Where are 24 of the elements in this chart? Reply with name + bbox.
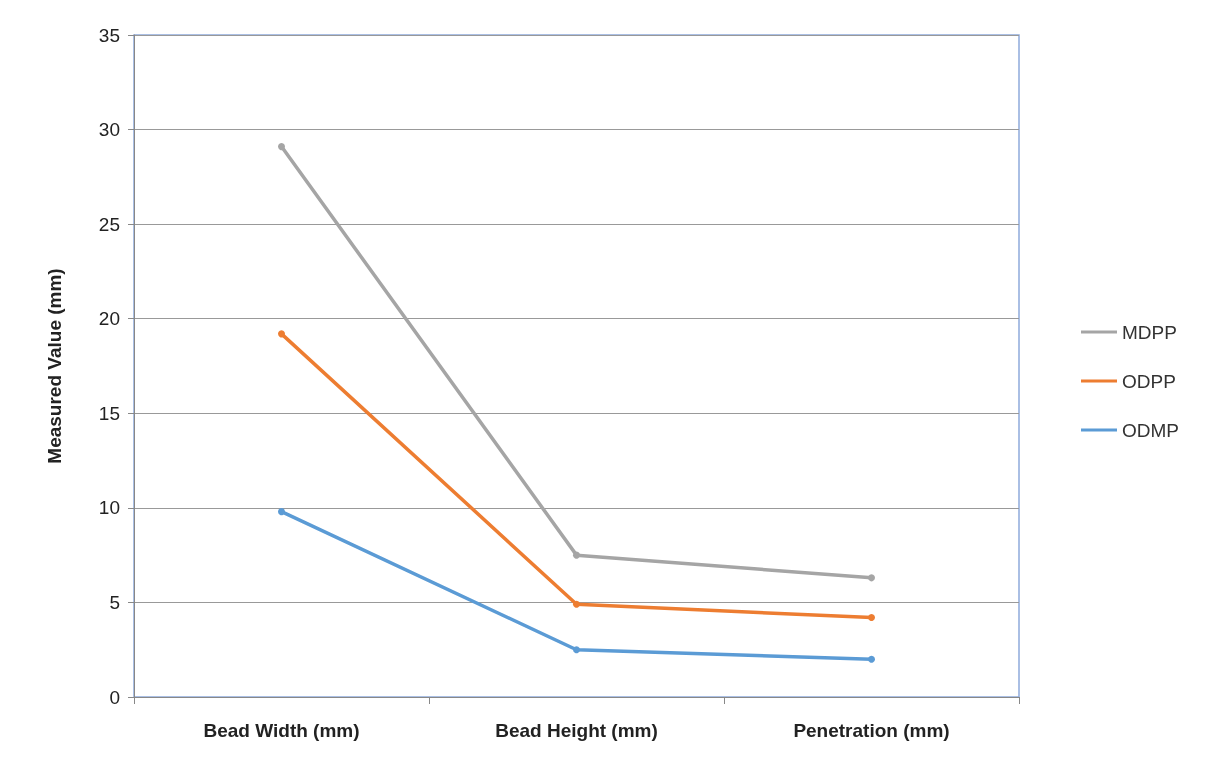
point (868, 614, 875, 622)
point (278, 508, 285, 516)
y-tick-label: 25 (98, 213, 120, 235)
x-tick-label: Bead Height (mm) (495, 720, 658, 741)
legend-label: ODPP (1122, 370, 1176, 392)
point (868, 574, 875, 582)
y-tick-label: 30 (98, 119, 120, 141)
y-tick-label: 35 (98, 24, 120, 46)
point (278, 330, 285, 338)
point (573, 600, 580, 608)
y-tick-label: 10 (98, 497, 120, 519)
point (573, 551, 580, 559)
legend-label: MDPP (1122, 321, 1177, 343)
y-tick-label: 20 (98, 308, 120, 330)
x-tick-label: Penetration (mm) (793, 720, 950, 741)
x-tick-label: Bead Width (mm) (203, 720, 360, 741)
y-tick-label: 5 (109, 591, 120, 613)
legend-label: ODMP (1122, 419, 1179, 441)
y-axis-title: Measured Value (mm) (44, 268, 65, 464)
point (278, 143, 285, 151)
point (868, 655, 875, 663)
y-tick-label: 0 (109, 686, 120, 708)
point (573, 646, 580, 654)
y-tick-label: 15 (98, 402, 120, 424)
